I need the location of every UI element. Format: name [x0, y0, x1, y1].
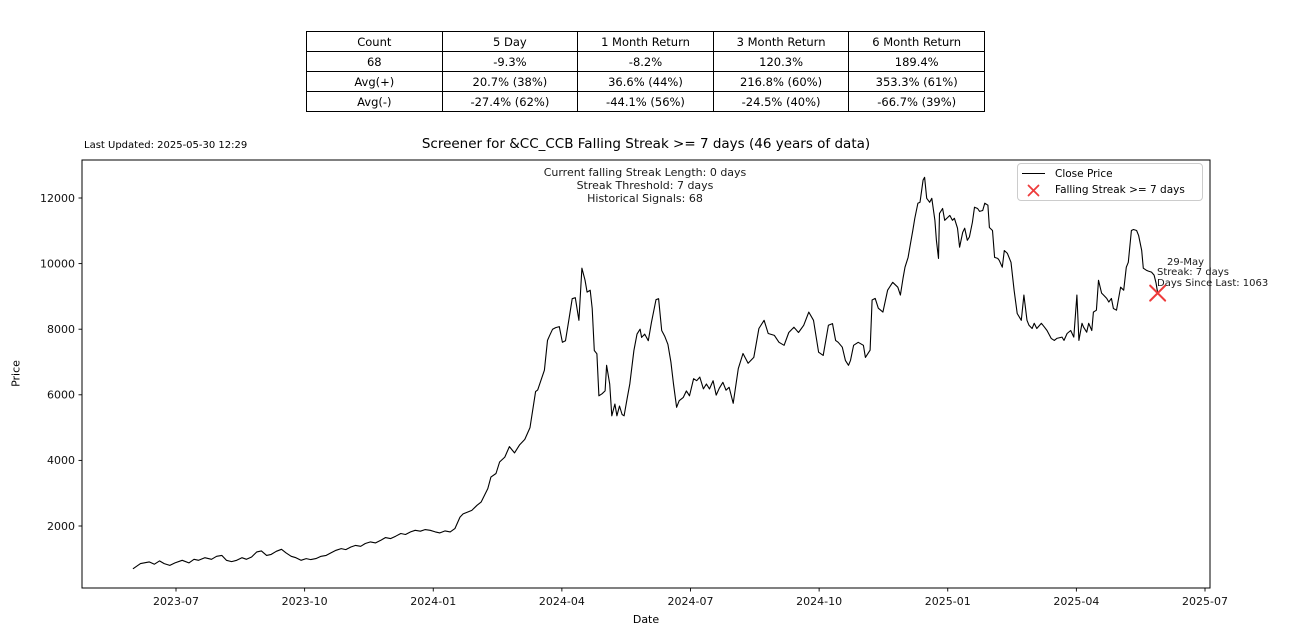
x-tick-label: 2025-01	[925, 595, 971, 608]
legend-entry-close-price: Close Price	[1018, 166, 1202, 182]
x-tick-label: 2025-07	[1182, 595, 1228, 608]
x-tick-label: 2024-04	[539, 595, 585, 608]
y-axis-title: Price	[9, 360, 23, 387]
table-cell: -66.7% (39%)	[848, 91, 985, 112]
signal-streak-text: Streak: 7 days	[1157, 267, 1229, 279]
close-price-line-icon	[1018, 173, 1048, 175]
y-tick-label: 12000	[40, 192, 75, 205]
y-tick-label: 8000	[47, 323, 75, 336]
streak-info-annotation: Current falling Streak Length: 0 days St…	[445, 166, 845, 206]
close-price-line	[132, 176, 1159, 570]
table-cell: Avg(-)	[306, 91, 443, 112]
x-tick-label: 2023-07	[153, 595, 199, 608]
x-tick-label: 2024-10	[796, 595, 842, 608]
chart-title: Screener for &CC_CCB Falling Streak >= 7…	[421, 136, 871, 152]
table-cell: -24.5% (40%)	[712, 91, 850, 112]
falling-streak-x-icon	[1018, 184, 1048, 197]
signal-date-text: 29-May	[1167, 257, 1205, 268]
streak-info-line: Current falling Streak Length: 0 days	[543, 166, 747, 179]
table-row: Avg(+) 20.7% (38%) 36.6% (44%) 216.8% (60%)…	[306, 71, 985, 92]
x-axis-title: Date	[632, 613, 660, 626]
plot-frame	[81, 159, 1211, 589]
y-tick-label: 2000	[47, 520, 75, 533]
y-tick-label: 6000	[47, 389, 75, 402]
last-updated-text: Last Updated: 2025-05-30 12:29	[84, 140, 248, 151]
table-cell: 216.8% (60%)	[712, 71, 850, 92]
y-tick-label: 10000	[40, 257, 75, 270]
x-tick-label: 2025-04	[1053, 595, 1099, 608]
table-header: Count 5 Day 1 Month Return 3 Month Return 6 …	[306, 31, 985, 52]
streak-info-line: Historical Signals: 68	[587, 192, 703, 206]
x-tick-label: 2024-01	[410, 595, 456, 608]
signal-marker-annotation: 29-May Streak: 7 days Days Since Last: 1…	[1157, 257, 1269, 289]
x-tick-label: 2023-10	[282, 595, 328, 608]
chart-legend: Close Price Falling Streak >= 7 days	[1017, 163, 1203, 201]
table-cell: 36.6% (44%)	[577, 71, 714, 92]
table-cell: -44.1% (56%)	[577, 91, 714, 112]
legend-label: Falling Streak >= 7 days	[1055, 184, 1185, 197]
streak-info-line: Streak Threshold: 7 days	[576, 179, 714, 193]
returns-stats-table: Count 5 Day 1 Month Return 3 Month Return 6 …	[306, 31, 985, 112]
y-tick-label: 4000	[47, 454, 75, 467]
signal-days-since-text: Days Since Last: 1063	[1157, 277, 1269, 289]
legend-entry-falling-streak: Falling Streak >= 7 days	[1018, 182, 1202, 198]
table-cell: -27.4% (62%)	[441, 91, 579, 112]
table-row: Avg(-) -27.4% (62%) -44.1% (56%) -24.5% (40…	[306, 91, 985, 112]
x-tick-label: 2024-07	[668, 595, 714, 608]
table-header-cell: 6 Month Return	[848, 31, 985, 52]
legend-label: Close Price	[1055, 167, 1113, 180]
falling-streak-marker	[1149, 284, 1167, 302]
